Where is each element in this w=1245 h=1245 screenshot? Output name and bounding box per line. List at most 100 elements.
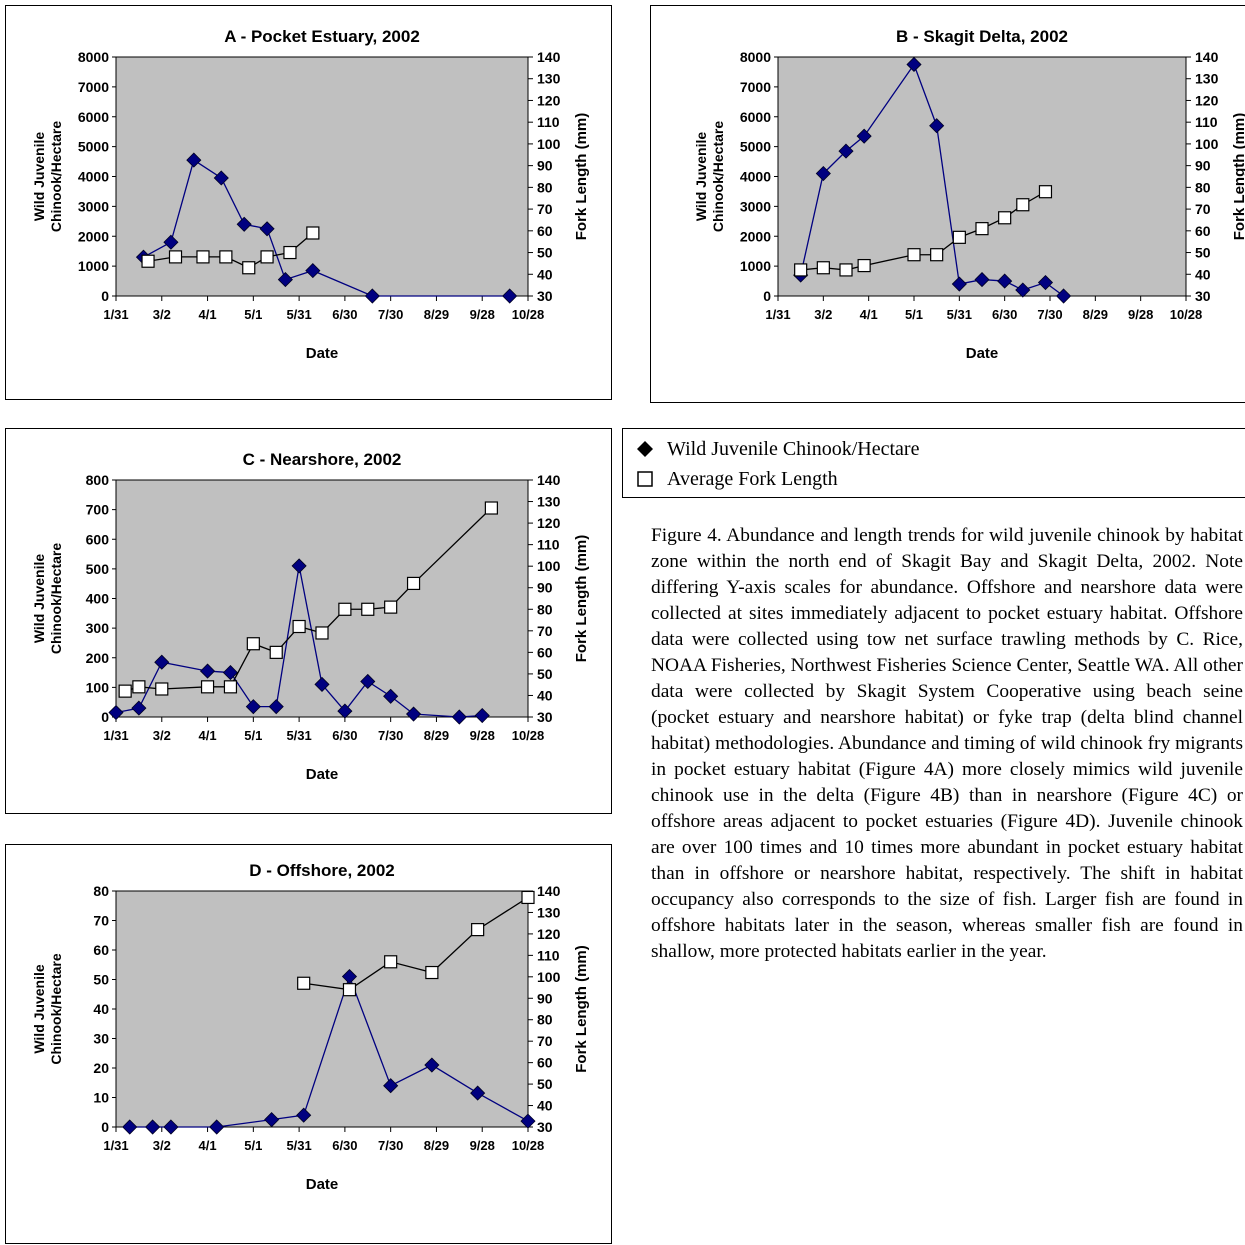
y-right-tick-label: 120 — [537, 92, 561, 108]
length-point — [484, 501, 498, 515]
x-tick-label: 1/31 — [103, 1138, 128, 1153]
y-left-tick-label: 600 — [86, 531, 110, 547]
abundance-point — [122, 1119, 138, 1135]
length-point — [930, 248, 944, 262]
x-tick-label: 8/29 — [424, 1138, 449, 1153]
y-left-tick-label: 5000 — [740, 139, 771, 155]
x-tick-label: 4/1 — [199, 307, 217, 322]
x-tick-label: 10/28 — [1170, 307, 1203, 322]
y-right-tick-label: 110 — [1195, 114, 1218, 130]
y-right-tick-label: 60 — [537, 644, 553, 660]
x-tick-label: 6/30 — [332, 1138, 357, 1153]
length-point — [406, 576, 421, 591]
y-left-tick-label: 30 — [93, 1031, 109, 1047]
y-left-tick-label: 1000 — [78, 258, 109, 274]
y-right-axis-label: Fork Length (mm) — [573, 945, 590, 1073]
length-point — [342, 983, 357, 997]
length-point — [998, 211, 1012, 225]
x-tick-label: 10/28 — [512, 307, 545, 322]
x-tick-label: 7/30 — [378, 307, 403, 322]
x-tick-label: 9/28 — [1128, 307, 1153, 322]
length-point — [839, 263, 853, 277]
chart-d-svg: D - Offshore, 2002 0 10 20 30 40 50 60 70 80 30 40 5… — [31, 861, 590, 1193]
x-tick-label: 5/31 — [286, 307, 311, 322]
x-tick-label: 1/31 — [103, 728, 128, 743]
abundance-point — [1015, 282, 1031, 298]
x-tick-label: 3/2 — [153, 728, 171, 743]
abundance-point — [1037, 274, 1054, 291]
length-point — [246, 637, 260, 651]
legend-label-length: Average Fork Length — [667, 467, 838, 490]
y-right-tick-label: 60 — [537, 1055, 553, 1071]
y-left-tick-label: 7000 — [740, 79, 771, 95]
abundance-point — [951, 276, 967, 292]
x-axis-label: Date — [306, 766, 339, 783]
y-right-tick-label: 100 — [537, 969, 561, 985]
abundance-point — [291, 558, 307, 574]
abundance-point — [236, 216, 252, 232]
y-right-tick-label: 90 — [1195, 158, 1211, 174]
y-right-tick-label: 50 — [537, 1076, 553, 1092]
chart-panel-a: A - Pocket Estuary, 2002 0 1000 2000 3000 400… — [5, 5, 612, 400]
x-tick-label: 6/30 — [332, 728, 357, 743]
y-right-axis-label: Fork Length (mm) — [1231, 113, 1245, 241]
y-right-tick-label: 60 — [1195, 223, 1211, 239]
y-left-axis-label: Wild JuvenileChinook/Hectare — [31, 953, 64, 1064]
filled-diamond-icon — [635, 440, 655, 458]
abundance-point — [856, 128, 872, 144]
y-left-axis-label-line: Chinook/Hectare — [710, 121, 726, 232]
x-tick-label: 6/30 — [332, 307, 357, 322]
length-point — [260, 250, 274, 264]
y-right-tick-label: 50 — [537, 666, 553, 682]
y-right-tick-label: 140 — [537, 472, 561, 488]
chart-title: D - Offshore, 2002 — [249, 861, 395, 880]
y-right-tick-label: 130 — [1195, 71, 1219, 87]
abundance-point — [383, 1078, 399, 1094]
legend-item-abundance: Wild Juvenile Chinook/Hectare — [635, 435, 919, 463]
y-right-tick-label: 30 — [1195, 288, 1211, 304]
length-point — [200, 680, 215, 694]
length-point — [794, 263, 808, 277]
length-point — [471, 923, 485, 937]
y-left-axis-label-line: Wild Juvenile — [31, 554, 47, 644]
chart-a-svg: A - Pocket Estuary, 2002 0 1000 2000 3000 400… — [31, 27, 590, 362]
abundance-point — [209, 1119, 225, 1135]
y-right-tick-label: 90 — [537, 580, 553, 596]
y-left-axis-label-line: Chinook/Hectare — [48, 121, 64, 232]
x-tick-label: 9/28 — [470, 307, 495, 322]
abundance-point — [470, 1085, 486, 1101]
length-point — [141, 254, 155, 268]
x-tick-label: 1/31 — [103, 307, 128, 322]
abundance-point — [264, 1112, 280, 1128]
y-left-tick-label: 200 — [86, 650, 110, 666]
y-right-tick-label: 50 — [1195, 245, 1211, 261]
figure-caption: Figure 4. Abundance and length trends fo… — [651, 525, 1243, 962]
length-point — [223, 680, 238, 694]
y-left-axis-label: Wild JuvenileChinook/Hectare — [693, 121, 726, 232]
y-right-tick-label: 70 — [537, 623, 553, 639]
y-right-tick-label: 80 — [537, 601, 553, 617]
y-left-tick-label: 0 — [101, 1119, 109, 1135]
chart-panel-c: C - Nearshore, 2002 0 100 200 300 400 500 600 70… — [5, 428, 612, 814]
length-point — [1016, 198, 1030, 212]
plot-area — [777, 56, 1187, 297]
y-right-tick-label: 130 — [537, 904, 561, 920]
length-point — [425, 965, 439, 980]
length-point — [283, 245, 297, 260]
legend: Wild Juvenile Chinook/Hectare Average Fo… — [622, 428, 1245, 498]
abundance-series-line — [143, 159, 510, 297]
x-tick-label: 7/30 — [1037, 307, 1062, 322]
y-right-tick-label: 110 — [537, 947, 560, 963]
abundance-point — [337, 703, 353, 719]
y-left-tick-label: 20 — [93, 1060, 109, 1076]
x-tick-label: 5/1 — [244, 728, 262, 743]
y-right-tick-label: 100 — [1195, 136, 1219, 152]
length-point — [975, 222, 989, 236]
abundance-point — [154, 654, 170, 670]
length-point — [907, 248, 921, 262]
y-right-tick-label: 90 — [537, 990, 553, 1006]
abundance-point — [277, 272, 293, 288]
length-point — [952, 230, 966, 244]
x-axis-label: Date — [306, 1176, 339, 1193]
abundance-point — [186, 152, 202, 168]
